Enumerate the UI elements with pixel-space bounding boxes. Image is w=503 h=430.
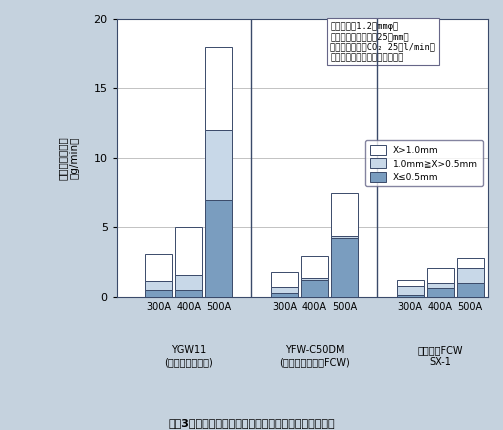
Text: 新タイプFCW
SX-1: 新タイプFCW SX-1 xyxy=(417,345,463,367)
Bar xyxy=(205,47,232,130)
Bar xyxy=(331,237,358,238)
Bar xyxy=(457,267,483,283)
Bar xyxy=(205,200,232,297)
Bar xyxy=(271,293,298,297)
Bar xyxy=(427,289,454,297)
Legend: X>1.0mm, 1.0mm≧X>0.5mm, X≤0.5mm: X>1.0mm, 1.0mm≧X>0.5mm, X≤0.5mm xyxy=(365,140,483,186)
Bar xyxy=(397,286,424,295)
Bar xyxy=(271,272,298,287)
Text: YFW-C50DM
(一般の金属粉系FCW): YFW-C50DM (一般の金属粉系FCW) xyxy=(279,345,350,367)
Bar xyxy=(145,290,172,297)
Bar xyxy=(457,258,483,267)
Bar xyxy=(331,238,358,297)
Bar xyxy=(175,274,202,290)
Bar xyxy=(457,283,483,297)
Bar xyxy=(271,287,298,293)
Bar xyxy=(175,290,202,297)
Text: ワイヤ径：1.2（mmφ）
チップ母材間距離：25（mm）
シールドガス：CO₂ 25（l/min）
溶接電源：インバータ制御電源: ワイヤ径：1.2（mmφ） チップ母材間距離：25（mm） シールドガス：CO₂… xyxy=(330,22,435,62)
Bar xyxy=(301,278,328,280)
Text: スパッタ発生量
（g/min）: スパッタ発生量 （g/min） xyxy=(58,136,79,180)
Bar xyxy=(145,254,172,282)
Bar xyxy=(427,267,454,283)
Bar xyxy=(205,130,232,200)
Text: YGW11
(ソリッドワイヤ): YGW11 (ソリッドワイヤ) xyxy=(164,345,213,367)
Bar xyxy=(145,282,172,290)
Bar xyxy=(175,227,202,274)
Bar xyxy=(301,256,328,278)
Bar xyxy=(397,295,424,297)
Bar xyxy=(301,280,328,297)
Text: 【図3】各ワイヤにおけるスパッタ発生量及び粒度分布: 【図3】各ワイヤにおけるスパッタ発生量及び粒度分布 xyxy=(168,418,335,428)
Bar xyxy=(331,194,358,236)
Bar xyxy=(397,280,424,286)
Bar xyxy=(427,283,454,289)
